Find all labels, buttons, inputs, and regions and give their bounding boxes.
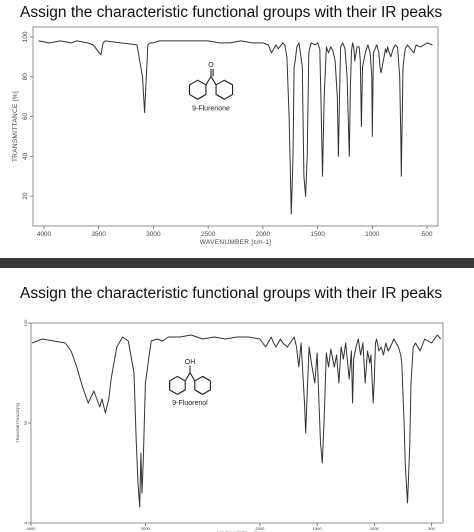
x-tick-label: 3500 — [91, 231, 106, 238]
x-tick-label: 500 — [428, 526, 435, 531]
slide-title-bottom: Assign the characteristic functional gro… — [20, 285, 443, 302]
fluorenone-group-label: O — [208, 62, 214, 69]
spectrum-line — [38, 40, 433, 215]
y-tick-label: 0 — [23, 521, 28, 524]
x-tick-label: 1500 — [313, 526, 323, 531]
y-tick-label: 100 — [23, 319, 28, 326]
slide-bottom: Assign the characteristic functional gro… — [0, 268, 474, 532]
slide-top: Assign the characteristic functional gro… — [0, 0, 474, 258]
spectrum-line — [31, 334, 442, 508]
x-axis-label: WAVENUMBER[cm-1] — [217, 530, 257, 532]
y-tick-label: 20 — [22, 192, 29, 200]
fluorenol-molecule-name: 9-Fluorenol — [172, 400, 208, 407]
x-tick-label: 2000 — [256, 231, 271, 238]
y-axis-label: TRANSMITTANCE [%] — [12, 91, 19, 162]
x-tick-label: 2500 — [201, 231, 216, 238]
x-axis-label: WAVENUMBER [cm-1] — [200, 239, 272, 246]
slide-divider — [0, 258, 474, 268]
x-tick-label: 3000 — [146, 231, 161, 238]
plot-frame — [32, 26, 439, 227]
x-tick-label: 4000 — [37, 231, 52, 238]
slide-title-top: Assign the characteristic functional gro… — [20, 4, 443, 21]
fluorenol-group-label: OH — [185, 359, 196, 366]
x-tick-label: 1000 — [365, 231, 380, 238]
x-tick-label: 1500 — [310, 231, 325, 238]
x-tick-label: 1000 — [370, 526, 380, 531]
x-tick-label: 2000 — [255, 526, 265, 531]
y-tick-label: 50 — [23, 420, 28, 425]
x-tick-label: 3000 — [141, 526, 151, 531]
y-tick-label: 80 — [22, 73, 29, 81]
ir-spectrum-chart-top: 4000 3500 3000 2500 2000 1500 1000 500 100 80 60 40… — [12, 26, 439, 246]
fluorenol-structure-icon — [169, 365, 211, 396]
x-tick-label: 4000 — [27, 526, 37, 531]
y-axis-label: TRANSMITTANCE[%] — [15, 403, 20, 442]
fluorenone-molecule-name: 9-Flurenone — [192, 106, 230, 113]
y-tick-label: 40 — [22, 152, 29, 160]
y-tick-label: 60 — [22, 113, 29, 121]
x-tick-label: 500 — [422, 231, 433, 238]
fluorenone-structure-icon — [188, 68, 234, 100]
y-tick-label: 100 — [22, 31, 29, 42]
ir-spectrum-chart-bottom: 40003000200015001000500100500WAVENUMBER[… — [15, 319, 444, 532]
plot-frame — [30, 322, 444, 524]
